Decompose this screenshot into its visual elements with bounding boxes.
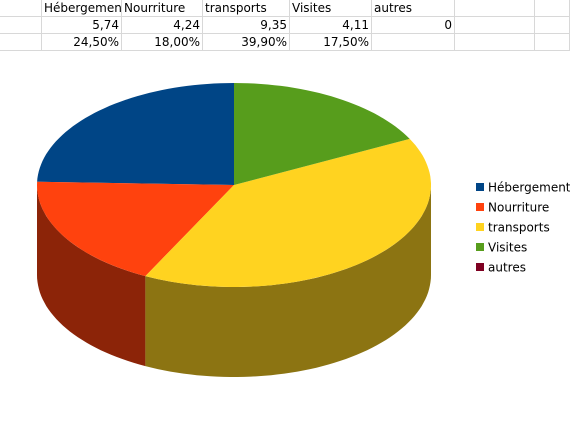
legend-label: transports (488, 221, 550, 235)
pie-slice-side (37, 185, 146, 367)
cell[interactable] (455, 17, 535, 34)
legend-label: autres (488, 261, 526, 275)
cell[interactable]: 39,90% (203, 34, 290, 51)
legend-swatch (476, 243, 484, 251)
legend-swatch (476, 183, 484, 191)
cell[interactable]: 5,74 (42, 17, 122, 34)
cell[interactable] (0, 17, 42, 34)
spreadsheet: Hébergement Nourriture transports Visites au… (0, 0, 570, 53)
legend-swatch (476, 223, 484, 231)
legend-label: Visites (488, 241, 527, 255)
cell[interactable]: 4,11 (290, 17, 372, 34)
cell[interactable]: autres (372, 0, 455, 17)
pie-slice (145, 138, 431, 287)
pie-slice (37, 83, 234, 185)
cell[interactable] (455, 34, 535, 51)
pie-slice-side (145, 185, 431, 377)
pie-slice (234, 83, 410, 185)
cell[interactable]: 18,00% (122, 34, 203, 51)
cell[interactable]: Hébergement (42, 0, 122, 17)
cell[interactable] (0, 0, 42, 17)
legend-swatch (476, 263, 484, 271)
cell[interactable]: 17,50% (290, 34, 372, 51)
cell[interactable]: Visites (290, 0, 372, 17)
cell[interactable]: 0 (372, 17, 455, 34)
cell[interactable]: 4,24 (122, 17, 203, 34)
cell[interactable] (372, 34, 455, 51)
legend-swatch (476, 203, 484, 211)
legend-label: Hébergement (488, 181, 570, 195)
cell[interactable]: Nourriture (122, 0, 203, 17)
cell[interactable]: transports (203, 0, 290, 17)
cell[interactable] (0, 34, 42, 51)
cell[interactable] (455, 0, 535, 17)
pie-slice (37, 181, 234, 277)
legend-label: Nourriture (488, 201, 549, 215)
cell[interactable]: 24,50% (42, 34, 122, 51)
cell[interactable]: 9,35 (203, 17, 290, 34)
